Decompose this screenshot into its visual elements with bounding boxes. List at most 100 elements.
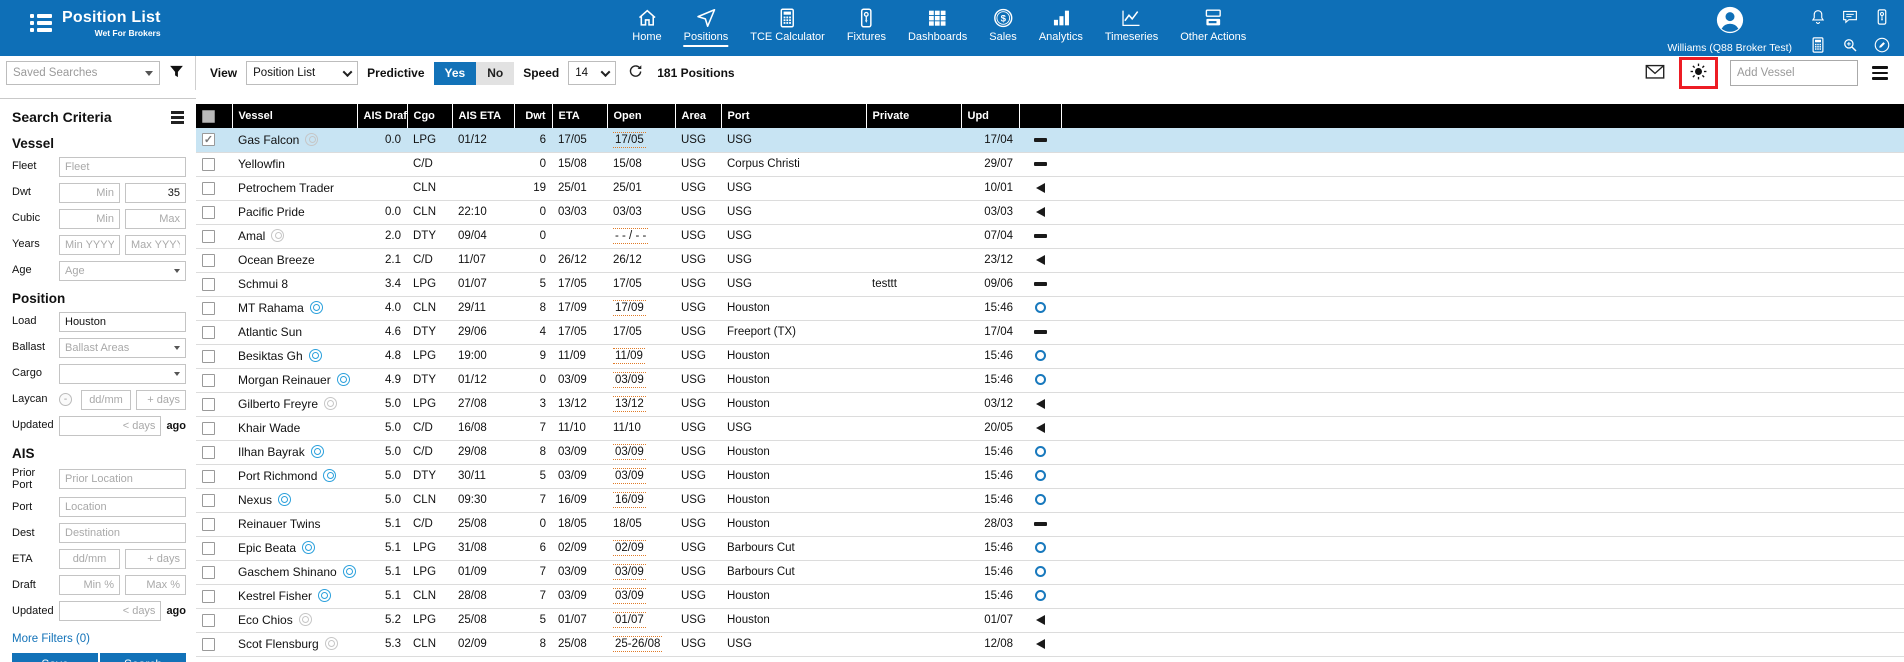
vessel-name[interactable]: Atlantic Sun — [232, 320, 357, 345]
status-cell[interactable] — [1019, 608, 1061, 633]
status-cell[interactable] — [1019, 368, 1061, 393]
bell-button[interactable] — [1806, 7, 1830, 31]
nav-item-home[interactable]: Home — [621, 4, 672, 52]
predictive-no-button[interactable]: No — [476, 61, 515, 85]
load-value-input[interactable] — [59, 311, 186, 332]
vessel-name[interactable]: Port Richmond — [232, 464, 357, 489]
user-menu[interactable]: Williams (Q88 Broker Test) — [1667, 5, 1792, 54]
save-button[interactable]: Save — [12, 652, 98, 662]
vessel-name[interactable]: Scot Flensburg — [232, 632, 357, 657]
edit-button[interactable] — [1870, 35, 1894, 59]
row-checkbox[interactable] — [202, 181, 215, 195]
status-cell[interactable] — [1019, 416, 1061, 441]
minus-circle-icon[interactable]: - — [59, 393, 72, 406]
table-row-besiktas-gh[interactable]: Besiktas Gh 4.8 LPG 19:00 9 11/09 11/09 USG Hous… — [196, 344, 1904, 369]
status-cell[interactable] — [1019, 248, 1061, 273]
ballast-ballast-areas-select[interactable]: Ballast Areas — [59, 337, 186, 358]
vessel-name[interactable]: Khair Wade — [232, 416, 357, 441]
cargo-value-select[interactable] — [59, 363, 186, 384]
vessel-name[interactable]: Amal — [232, 224, 357, 249]
vessel-name[interactable]: Ilhan Bayrak — [232, 440, 357, 465]
dwt-value-input[interactable] — [125, 182, 186, 203]
row-checkbox[interactable] — [202, 541, 215, 555]
row-checkbox[interactable] — [202, 565, 215, 579]
row-checkbox[interactable] — [202, 253, 215, 267]
table-row-mt-rahama[interactable]: MT Rahama 4.0 CLN 29/11 8 17/09 17/09 USG Housto… — [196, 296, 1904, 321]
table-row-yellowfin[interactable]: Yellowfin C/D 0 15/08 15/08 USG Corpus Christi… — [196, 152, 1904, 177]
table-row-pacific-pride[interactable]: Pacific Pride 0.0 CLN 22:10 0 03/03 03/03 USG US… — [196, 200, 1904, 225]
table-row-khair-wade[interactable]: Khair Wade 5.0 C/D 16/08 7 11/10 11/10 USG USG 20… — [196, 416, 1904, 441]
status-cell[interactable] — [1019, 224, 1061, 249]
column-header-port[interactable]: Port — [720, 104, 866, 128]
add-vessel-input[interactable] — [1730, 60, 1858, 86]
menu-button[interactable] — [1870, 64, 1890, 82]
updated-days-input[interactable] — [59, 415, 162, 436]
updated-days-input[interactable] — [59, 600, 162, 621]
port-location-input[interactable] — [59, 496, 186, 517]
calculator-button[interactable] — [1806, 35, 1830, 59]
table-row-ilhan-bayrak[interactable]: Ilhan Bayrak 5.0 C/D 29/08 8 03/09 03/09 USG Hou… — [196, 440, 1904, 465]
nav-item-timeseries[interactable]: Timeseries — [1094, 4, 1169, 52]
dest-destination-input[interactable] — [59, 522, 186, 543]
status-cell[interactable] — [1019, 344, 1061, 369]
row-checkbox[interactable] — [202, 421, 215, 435]
nav-item-positions[interactable]: Positions — [673, 4, 740, 52]
status-cell[interactable] — [1019, 392, 1061, 417]
status-cell[interactable] — [1019, 584, 1061, 609]
status-cell[interactable] — [1019, 296, 1061, 321]
status-cell[interactable] — [1019, 560, 1061, 585]
nav-item-sales[interactable]: $ Sales — [978, 4, 1028, 52]
table-row-nexus[interactable]: Nexus 5.0 CLN 09:30 7 16/09 16/09 USG Houston 15:… — [196, 488, 1904, 513]
laycan-days-input[interactable] — [136, 389, 186, 410]
status-cell[interactable] — [1019, 440, 1061, 465]
cubic-min-input[interactable] — [59, 208, 120, 229]
row-checkbox[interactable] — [202, 397, 215, 411]
vessel-name[interactable]: Kestrel Fisher — [232, 584, 357, 609]
table-row-reinauer-twins[interactable]: Reinauer Twins 5.1 C/D 25/08 0 18/05 18/05 USG H… — [196, 512, 1904, 537]
row-checkbox[interactable] — [202, 277, 215, 291]
row-checkbox[interactable] — [202, 229, 215, 243]
table-row-gas-falcon[interactable]: Gas Falcon0.0LPG01/12617/0517/05USGUSG17… — [196, 128, 1904, 153]
row-checkbox[interactable] — [202, 517, 215, 531]
filter-button[interactable] — [166, 61, 187, 85]
row-checkbox[interactable] — [202, 133, 215, 147]
row-checkbox[interactable] — [202, 589, 215, 603]
status-cell[interactable] — [1019, 176, 1061, 201]
column-header-ais-draft[interactable]: AIS Draft↑ — [356, 104, 407, 128]
vessel-name[interactable]: Schmui 8 — [232, 272, 357, 297]
fixtures-button[interactable] — [1870, 7, 1894, 31]
select-all-column[interactable] — [196, 104, 232, 128]
table-row-morgan-reinauer[interactable]: Morgan Reinauer 4.9 DTY 01/12 0 03/09 03/09 USG… — [196, 368, 1904, 393]
vessel-name[interactable]: Morgan Reinauer — [232, 368, 357, 393]
search-button[interactable]: Search — [100, 652, 186, 662]
nav-item-other-actions[interactable]: Other Actions — [1169, 4, 1257, 52]
eta-dd-mm-input[interactable] — [59, 548, 120, 569]
status-cell[interactable] — [1019, 632, 1061, 657]
column-header-private[interactable]: Private — [865, 104, 961, 128]
nav-item-dashboards[interactable]: Dashboards — [897, 4, 978, 52]
row-checkbox[interactable] — [202, 373, 215, 387]
table-row-atlantic-sun[interactable]: Atlantic Sun 4.6 DTY 29/06 4 17/05 17/05 USG Fre… — [196, 320, 1904, 345]
chat-button[interactable] — [1838, 7, 1862, 31]
column-header-dwt[interactable]: Dwt — [513, 104, 552, 128]
table-row-eco-chios[interactable]: Eco Chios 5.2 LPG 25/08 5 01/07 01/07 USG Housto… — [196, 608, 1904, 633]
vessel-name[interactable]: Eco Chios — [232, 608, 357, 633]
column-header-upd[interactable]: Upd — [960, 104, 1019, 128]
column-header-ais-eta[interactable]: AIS ETA — [451, 104, 514, 128]
vessel-name[interactable]: Petrochem Trader — [232, 176, 357, 201]
day-night-toggle-button[interactable] — [1689, 62, 1708, 84]
vessel-name[interactable]: Yellowfin — [232, 152, 357, 177]
status-cell[interactable] — [1019, 488, 1061, 513]
refresh-button[interactable] — [625, 61, 646, 85]
table-row-gaschem-shinano[interactable]: Gaschem Shinano 5.1 LPG 01/09 7 03/09 03/09 USG… — [196, 560, 1904, 585]
cubic-max-input[interactable] — [125, 208, 186, 229]
status-cell[interactable] — [1019, 128, 1061, 153]
more-filters-link[interactable]: More Filters (0) — [12, 632, 90, 645]
laycan-dd-mm-input[interactable] — [81, 389, 131, 410]
search-button[interactable] — [1838, 35, 1862, 59]
status-cell[interactable] — [1019, 272, 1061, 297]
status-cell[interactable] — [1019, 200, 1061, 225]
table-row-ocean-breeze[interactable]: Ocean Breeze 2.1 C/D 11/07 0 26/12 26/12 USG USG… — [196, 248, 1904, 273]
draft-max-input[interactable] — [125, 574, 186, 595]
fleet-fleet-input[interactable] — [59, 156, 186, 177]
